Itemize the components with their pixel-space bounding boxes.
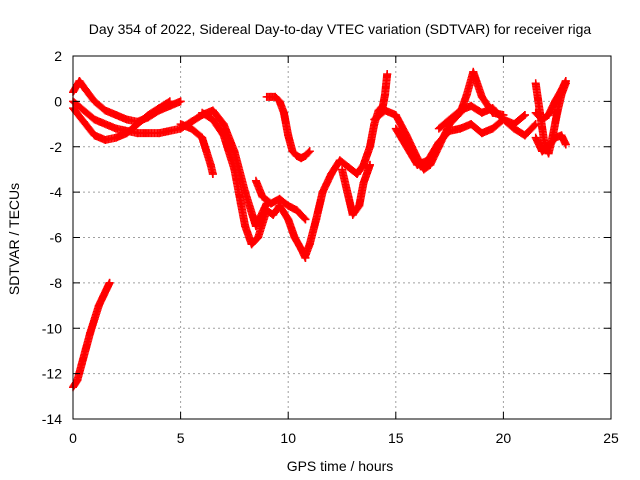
x-tick-label: 25 xyxy=(603,430,619,446)
series-trace-g xyxy=(262,92,314,163)
y-tick-label: -4 xyxy=(50,184,63,200)
series-trace-e xyxy=(198,108,310,262)
data-point xyxy=(176,97,185,106)
series-trace-n xyxy=(531,131,570,156)
data-point xyxy=(301,215,310,224)
x-tick-label: 20 xyxy=(496,430,512,446)
y-tick-label: -8 xyxy=(50,275,63,291)
y-tick-label: 2 xyxy=(54,48,62,64)
data-point xyxy=(519,111,528,120)
data-point xyxy=(530,121,539,130)
series-trace-i xyxy=(338,160,374,219)
data-point xyxy=(561,140,570,149)
data-point xyxy=(164,98,173,107)
y-tick-label: -14 xyxy=(42,411,62,427)
data-point xyxy=(383,70,392,79)
data-point xyxy=(365,160,374,169)
series-trace-j xyxy=(370,67,508,174)
series-trace-outlier-rise xyxy=(69,278,114,392)
x-tick-label: 15 xyxy=(388,430,404,446)
x-tick-label: 5 xyxy=(177,430,185,446)
y-tick-label: 0 xyxy=(54,93,62,109)
series-trace-o xyxy=(531,76,570,124)
x-tick-label: 10 xyxy=(280,430,296,446)
data-point xyxy=(304,148,313,157)
series-trace-l xyxy=(434,101,540,140)
y-tick-label: -12 xyxy=(42,366,62,382)
y-axis-label: SDTVAR / TECUs xyxy=(6,183,22,295)
data-point xyxy=(520,110,529,119)
series-trace-f xyxy=(251,176,310,224)
chart-title: Day 354 of 2022, Sidereal Day-to-day VTE… xyxy=(89,21,592,37)
data-point xyxy=(105,278,114,287)
data-point xyxy=(305,147,314,156)
data-point xyxy=(300,214,309,223)
y-tick-label: -10 xyxy=(42,320,62,336)
y-tick-label: -6 xyxy=(50,230,63,246)
x-tick-label: 0 xyxy=(69,430,77,446)
data-point xyxy=(165,97,174,106)
series-trace-d xyxy=(176,120,217,178)
x-axis-label: GPS time / hours xyxy=(287,458,394,474)
data-point xyxy=(561,76,570,85)
data-points xyxy=(69,67,570,392)
series-trace-h xyxy=(301,70,392,260)
y-tick-label: -2 xyxy=(50,139,63,155)
data-point xyxy=(208,169,217,178)
